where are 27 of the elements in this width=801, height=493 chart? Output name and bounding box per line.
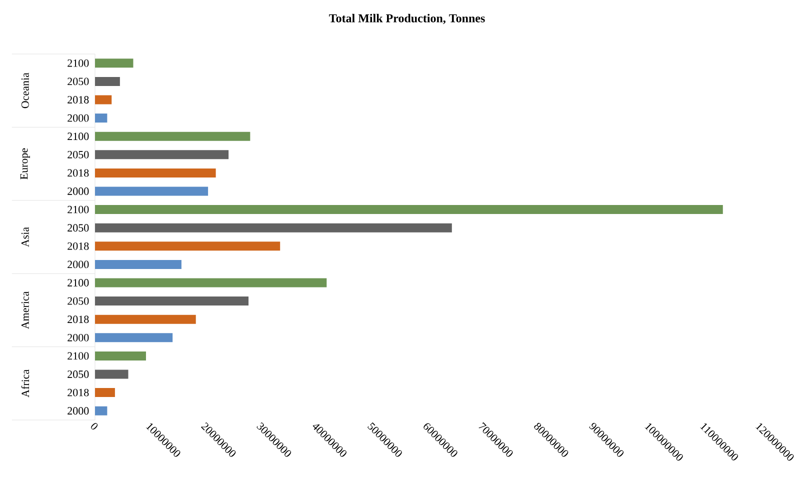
text: 2018 bbox=[68, 242, 89, 250]
text: 2100 bbox=[68, 206, 89, 214]
text: 2050 bbox=[68, 370, 89, 378]
y-tick-label: Europe bbox=[20, 148, 30, 180]
text: 2000 bbox=[68, 334, 89, 342]
text: 2050 bbox=[68, 297, 89, 305]
text: 2000 bbox=[68, 407, 89, 415]
text: 2100 bbox=[68, 352, 89, 360]
chart-title: Total Milk Production, Tonnes bbox=[329, 14, 485, 24]
text: 2100 bbox=[68, 279, 89, 286]
text: 2050 bbox=[68, 224, 89, 232]
text: 2018 bbox=[68, 388, 89, 396]
y-tick-label: Asia bbox=[21, 227, 29, 247]
series-label: 2018 bbox=[68, 96, 89, 104]
text: 2050 bbox=[68, 150, 89, 158]
text: 2000 bbox=[68, 260, 89, 268]
text: 2000 bbox=[68, 188, 89, 195]
series-label: 2100 bbox=[68, 59, 89, 67]
text: 2018 bbox=[68, 316, 89, 324]
text: 2100 bbox=[68, 132, 89, 140]
series-label: 2050 bbox=[68, 78, 89, 86]
y-tick-label: Oceania bbox=[21, 72, 29, 108]
x-tick-label: 0 bbox=[91, 423, 98, 430]
y-tick-label: America bbox=[21, 291, 29, 330]
text: 2018 bbox=[68, 169, 89, 177]
y-tick-label: Africa bbox=[21, 370, 30, 398]
series-label: 2000 bbox=[68, 114, 89, 122]
